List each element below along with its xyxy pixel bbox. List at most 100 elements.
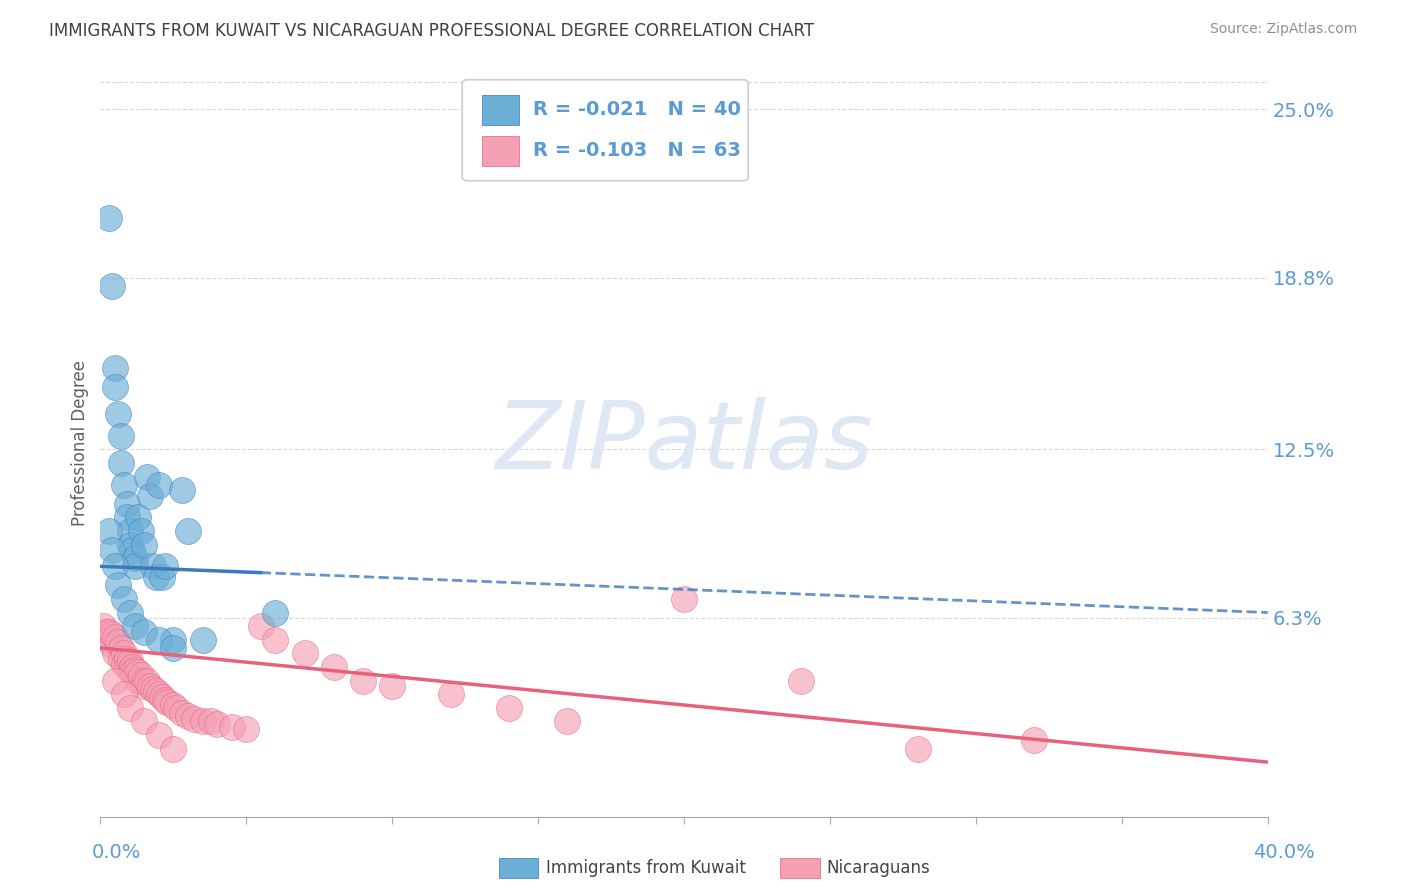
Point [183,712,205,726]
Point [139,489,162,503]
Point [121,665,143,680]
Point [250,619,273,633]
Text: Immigrants from Kuwait: Immigrants from Kuwait [546,859,745,877]
Point [104,630,127,644]
Point [150,690,173,704]
Point [139,679,162,693]
Point [381,679,404,693]
Point [121,543,143,558]
Point [118,663,141,677]
Point [136,469,159,483]
Point [127,510,149,524]
Point [191,632,214,647]
Point [110,640,132,655]
Point [101,638,124,652]
Point [118,524,141,538]
Point [322,660,344,674]
Point [104,646,127,660]
Point [124,619,146,633]
Point [264,632,287,647]
Point [162,640,184,655]
Point [352,673,374,688]
Point [121,660,143,674]
Point [170,483,193,497]
Point [555,714,578,729]
Point [142,681,165,696]
FancyBboxPatch shape [482,95,519,125]
Point [177,524,200,538]
Point [112,591,135,606]
Point [150,570,173,584]
Point [235,723,257,737]
Point [101,627,124,641]
Point [124,559,146,574]
Text: Nicaraguans: Nicaraguans [827,859,931,877]
Point [148,632,170,647]
Point [118,655,141,669]
Point [162,741,184,756]
Point [134,537,156,551]
Point [127,673,149,688]
FancyBboxPatch shape [482,136,519,166]
Point [115,652,138,666]
Text: R = -0.103   N = 63: R = -0.103 N = 63 [533,141,741,161]
Text: Source: ZipAtlas.com: Source: ZipAtlas.com [1209,22,1357,37]
Point [110,428,132,442]
Point [98,211,121,226]
Point [112,477,135,491]
Point [148,687,170,701]
Point [112,646,135,660]
Point [148,728,170,742]
Point [129,668,152,682]
Point [498,700,520,714]
Point [124,668,146,682]
Point [153,559,176,574]
Point [142,559,165,574]
Point [162,632,184,647]
Point [136,673,159,688]
Point [205,717,228,731]
Point [439,687,461,701]
Point [104,673,127,688]
Point [101,543,124,558]
Point [112,687,135,701]
Point [127,665,149,680]
Point [115,660,138,674]
Text: 40.0%: 40.0% [1253,843,1315,862]
Point [162,698,184,712]
Point [1024,733,1046,747]
Point [177,709,200,723]
Point [110,456,132,470]
FancyBboxPatch shape [463,79,748,181]
Point [170,706,193,721]
Point [115,497,138,511]
Point [134,714,156,729]
Point [156,695,179,709]
Point [221,720,243,734]
Point [148,477,170,491]
Point [96,624,118,639]
Point [118,537,141,551]
Point [673,591,696,606]
Point [124,663,146,677]
Point [264,606,287,620]
Text: 0.0%: 0.0% [91,843,141,862]
Point [153,692,176,706]
Point [165,700,187,714]
Point [145,684,167,698]
Point [200,714,222,729]
Text: R = -0.021   N = 40: R = -0.021 N = 40 [533,100,741,120]
Point [124,551,146,566]
Point [118,700,141,714]
Point [145,570,167,584]
Point [115,510,138,524]
Point [191,714,214,729]
Point [107,407,129,421]
Point [118,606,141,620]
Y-axis label: Professional Degree: Professional Degree [72,359,89,525]
Point [112,657,135,672]
Point [134,624,156,639]
Point [98,524,121,538]
Point [129,524,152,538]
Point [107,635,129,649]
